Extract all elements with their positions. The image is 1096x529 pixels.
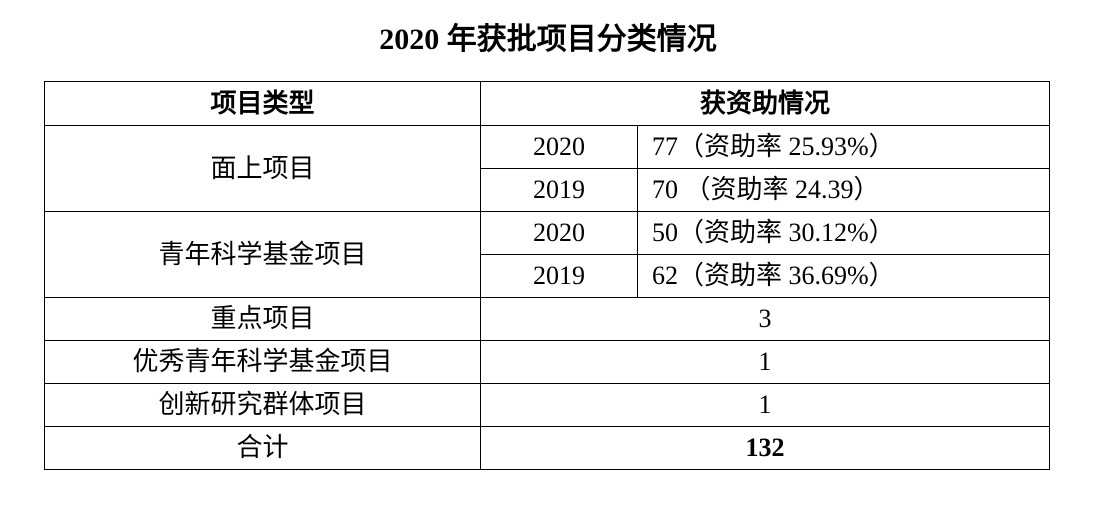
year-cell: 2020 [480, 211, 638, 255]
year-cell: 2020 [480, 125, 638, 169]
project-type-cell: 创新研究群体项目 [44, 383, 481, 427]
funding-cell: 50（资助率 30.12%） [636, 211, 1051, 255]
funding-cell: 77（资助率 25.93%） [636, 125, 1051, 169]
header-project-type: 项目类型 [44, 81, 481, 126]
table-title: 2020 年获批项目分类情况 [379, 23, 717, 56]
table-row: 重点项目 3 [44, 297, 1051, 341]
table-row: 青年科学基金项目 2020 50（资助率 30.12%） [44, 211, 1051, 298]
funding-cell: 1 [479, 383, 1051, 427]
table-row: 2019 70 （资助率 24.39） [45, 168, 1051, 212]
total-label: 合计 [44, 426, 481, 470]
funding-table: 项目类型 获资助情况 面上项目 2020 77（资助率 25.93%） 2019… [44, 81, 1051, 470]
table-row: 创新研究群体项目 1 [44, 383, 1051, 427]
total-value: 132 [479, 426, 1051, 470]
table-row: 优秀青年科学基金项目 1 [44, 340, 1051, 384]
table-header-row: 项目类型 获资助情况 [44, 81, 1051, 126]
project-type-cell: 青年科学基金项目 [44, 211, 481, 298]
table-row: 面上项目 2020 77（资助率 25.93%） [44, 125, 1051, 212]
total-row: 合计 132 [44, 426, 1051, 470]
year-cell: 2019 [480, 168, 638, 212]
project-type-cell: 面上项目 [44, 125, 481, 212]
header-funding: 获资助情况 [479, 81, 1051, 126]
funding-cell: 70 （资助率 24.39） [636, 168, 1051, 212]
project-type-cell: 重点项目 [44, 297, 481, 341]
funding-cell: 3 [479, 297, 1051, 341]
year-cell: 2019 [480, 254, 638, 298]
funding-cell: 1 [479, 340, 1051, 384]
project-type-cell: 优秀青年科学基金项目 [44, 340, 481, 384]
funding-cell: 62（资助率 36.69%） [636, 254, 1051, 298]
